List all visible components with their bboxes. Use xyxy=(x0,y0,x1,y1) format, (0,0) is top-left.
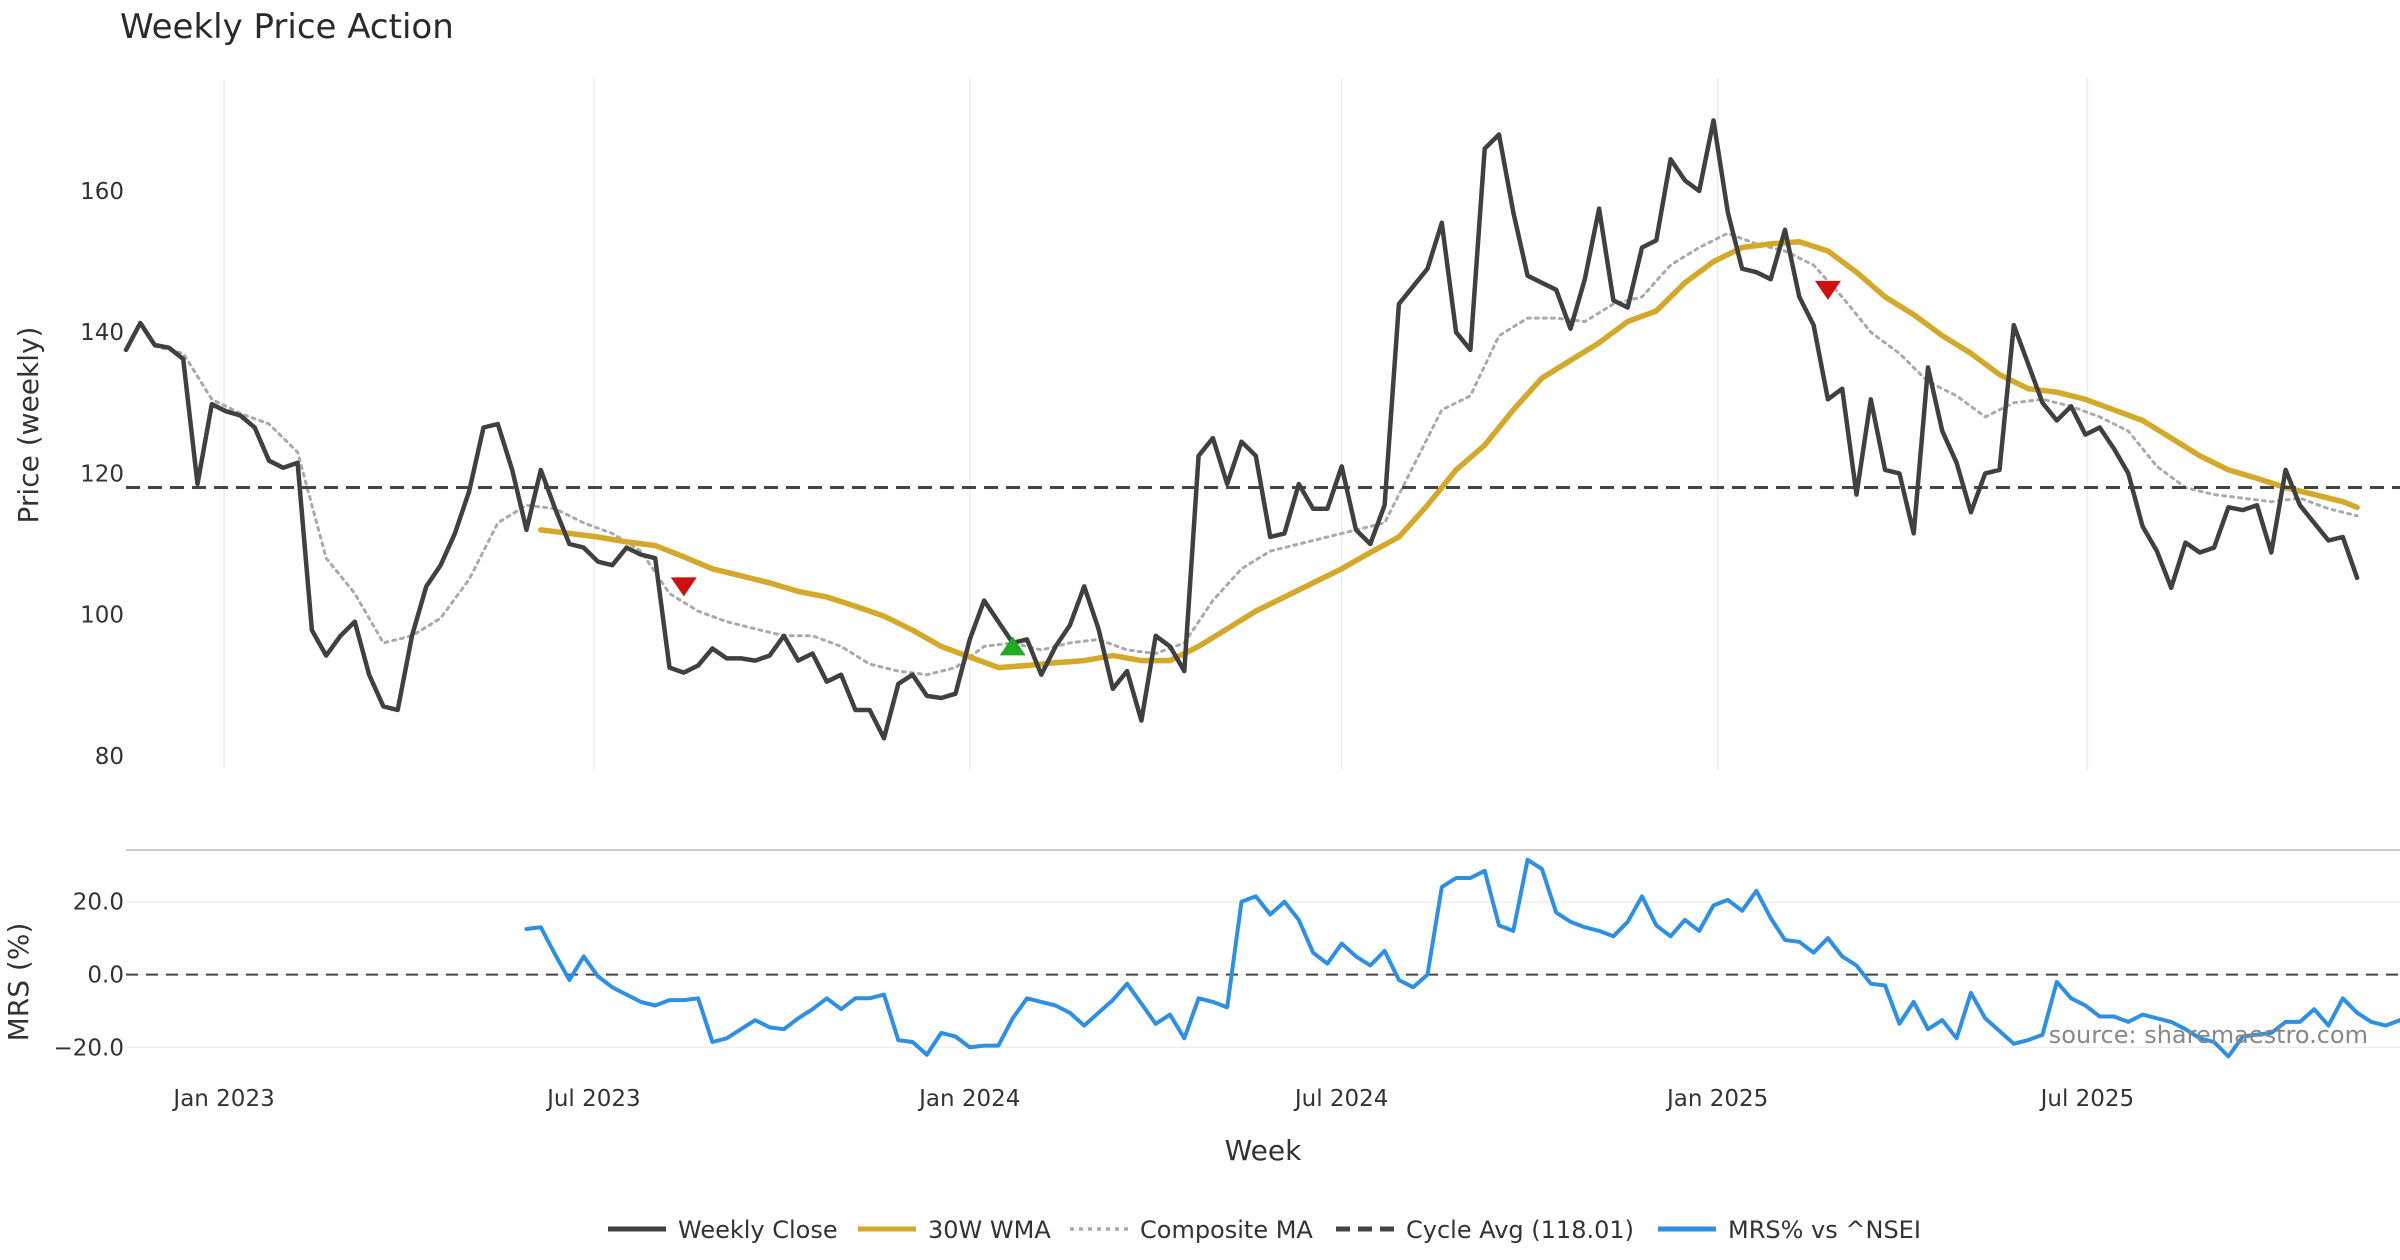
mrs-y-axis-label: MRS (%) xyxy=(2,923,35,1042)
x-tick-jan-2023: Jan 2023 xyxy=(171,1086,274,1112)
price-y-tick-140: 140 xyxy=(80,320,124,346)
legend-item-weekly-close: Weekly Close xyxy=(608,1216,838,1244)
legend-item-composite-ma: Composite MA xyxy=(1070,1216,1313,1244)
chart-title: Weekly Price Action xyxy=(120,7,454,47)
legend: Weekly Close 30W WMA Composite MA Cycle Avg… xyxy=(608,1216,1921,1244)
price-y-tick-160: 160 xyxy=(80,179,124,205)
legend-item-30w-wma: 30W WMA xyxy=(858,1216,1051,1244)
legend-label-weekly-close: Weekly Close xyxy=(678,1216,838,1244)
x-axis-label: Week xyxy=(1225,1134,1302,1167)
mrs-y-tick-minus-20-0: −20.0 xyxy=(54,1035,124,1061)
sell-signal-marker-1 xyxy=(670,577,697,597)
price-y-axis-label: Price (weekly) xyxy=(12,327,45,524)
price-grid xyxy=(223,78,2089,770)
price-series xyxy=(123,118,2400,741)
price-y-tick-100: 100 xyxy=(80,603,124,629)
x-tick-jan-2024: Jan 2024 xyxy=(917,1086,1020,1112)
mrs-y-tick-0-0: 0.0 xyxy=(87,963,124,989)
price-y-tick-120: 120 xyxy=(80,461,124,487)
x-tick-jul-2024: Jul 2024 xyxy=(1293,1086,1389,1112)
x-tick-jan-2025: Jan 2025 xyxy=(1665,1086,1768,1112)
mrs-grid xyxy=(126,900,2400,1049)
mrs-series xyxy=(524,857,2400,1059)
mrs-y-tick-20-0: 20.0 xyxy=(73,890,124,916)
x-tick-jul-2023: Jul 2023 xyxy=(545,1086,641,1112)
x-axis: Jan 2023 Jul 2023 Jan 2024 Jul 2024 Jan 2025… xyxy=(171,1086,2134,1112)
price-y-tick-80: 80 xyxy=(95,744,124,770)
legend-item-mrs-vs-nsei: MRS% vs ^NSEI xyxy=(1658,1216,1921,1244)
legend-item-cycle-avg-118-01: Cycle Avg (118.01) xyxy=(1336,1216,1634,1244)
legend-label-mrs-vs-nsei: MRS% vs ^NSEI xyxy=(1728,1216,1921,1244)
x-tick-jul-2025: Jul 2025 xyxy=(2039,1086,2135,1112)
sell-signal-marker-3 xyxy=(1814,280,1841,300)
legend-label-cycle-avg-118-01: Cycle Avg (118.01) xyxy=(1406,1216,1634,1244)
price-markers xyxy=(670,280,1841,656)
mrs-y-axis: −20.0 0.0 20.0 xyxy=(54,890,124,1062)
buy-signal-marker-2 xyxy=(999,636,1026,656)
series-weekly-close xyxy=(123,118,2360,741)
price-y-axis: 80 100 120 140 160 xyxy=(80,179,124,770)
series-30w-wma xyxy=(538,239,2360,671)
series-mrs-vs-nsei xyxy=(524,857,2400,1059)
source-annotation: source: sharemaestro.com xyxy=(2049,1021,2368,1049)
legend-label-composite-ma: Composite MA xyxy=(1140,1216,1313,1244)
legend-label-30w-wma: 30W WMA xyxy=(928,1216,1051,1244)
